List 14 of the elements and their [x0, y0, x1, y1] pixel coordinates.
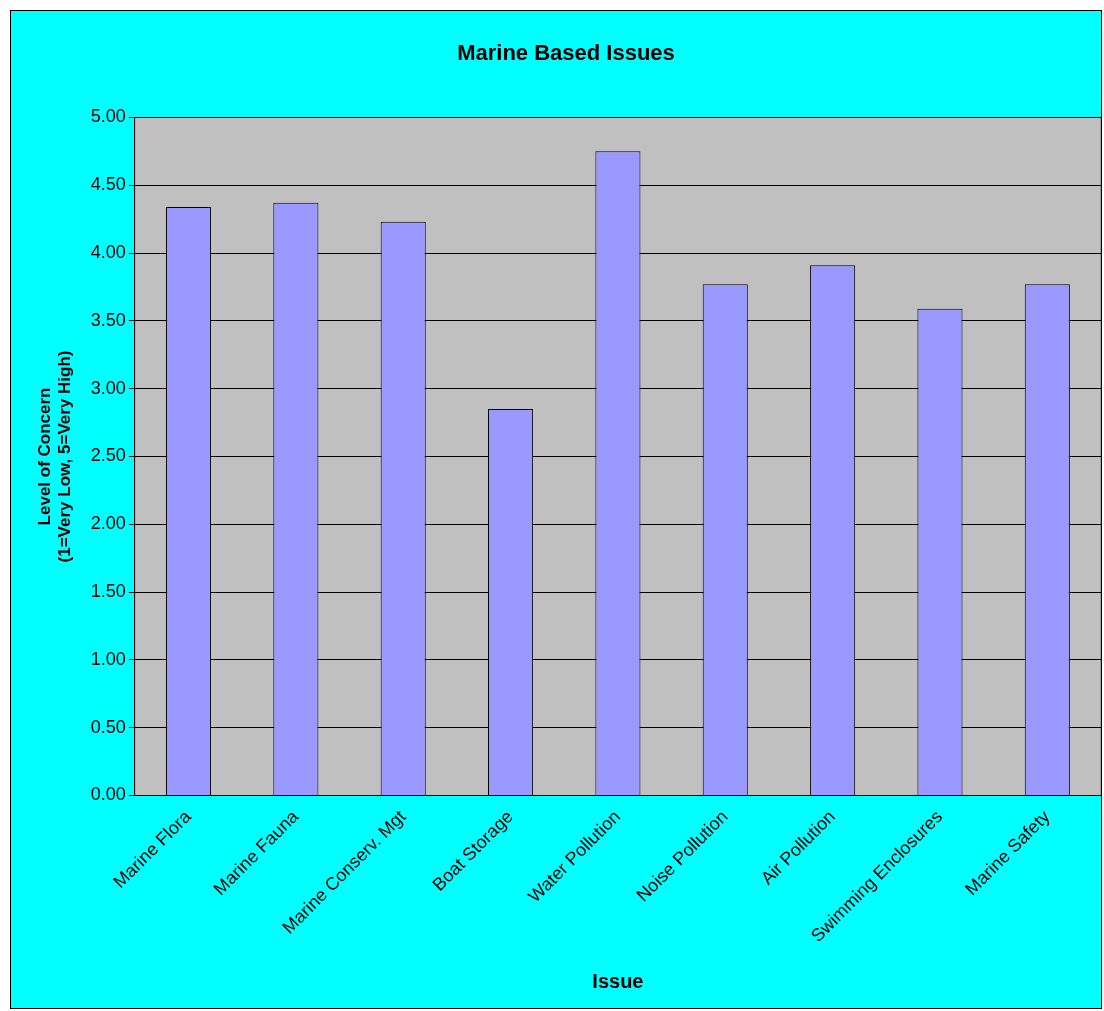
y-tick-label: 4.00 — [90, 241, 126, 262]
y-tick-label: 3.50 — [90, 309, 126, 330]
y-tick-label: 4.50 — [90, 174, 126, 195]
y-tick-label: 0.50 — [90, 716, 126, 737]
y-axis-title: Level of Concern (1=Very Low, 5=Very High) — [34, 350, 75, 563]
y-tick-label: 2.50 — [90, 445, 126, 466]
y-tick-label: 2.00 — [90, 513, 126, 534]
y-tick-label: 1.50 — [90, 581, 126, 602]
chart-title: Marine Based Issues — [457, 40, 675, 66]
y-tick-label: 1.00 — [90, 648, 126, 669]
y-tick-label: 5.00 — [90, 106, 126, 127]
y-tick-label: 3.00 — [90, 377, 126, 398]
x-axis-title: Issue — [592, 969, 644, 992]
y-tick-label: 0.00 — [90, 784, 126, 805]
